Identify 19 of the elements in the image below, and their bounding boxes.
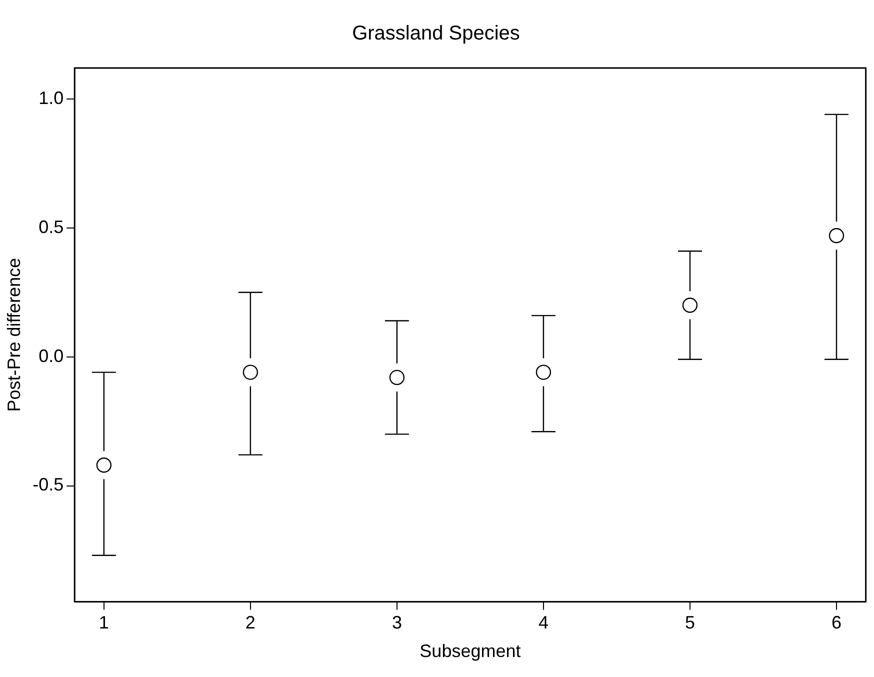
x-tick-label: 5 <box>684 612 695 633</box>
point <box>242 364 258 380</box>
y-tick-label: 0.0 <box>38 346 64 366</box>
x-axis-title: Subsegment <box>420 641 521 662</box>
x-tick-label: 1 <box>98 612 109 633</box>
y-tick-label: 1.0 <box>38 88 64 108</box>
x-tick-label: 6 <box>831 612 842 633</box>
y-tick-label: 0.5 <box>38 216 64 237</box>
point <box>536 364 552 380</box>
chart-title: Grassland Species <box>352 22 520 45</box>
x-tick-label: 3 <box>392 612 402 633</box>
y-tick-label: -0.5 <box>32 474 64 495</box>
point <box>682 298 698 313</box>
x-tick-label: 2 <box>245 612 256 633</box>
y-axis-title: Post-Pre difference <box>4 258 24 412</box>
point <box>96 458 112 473</box>
x-tick-label: 4 <box>538 612 548 633</box>
point <box>389 370 405 386</box>
point <box>828 228 844 244</box>
